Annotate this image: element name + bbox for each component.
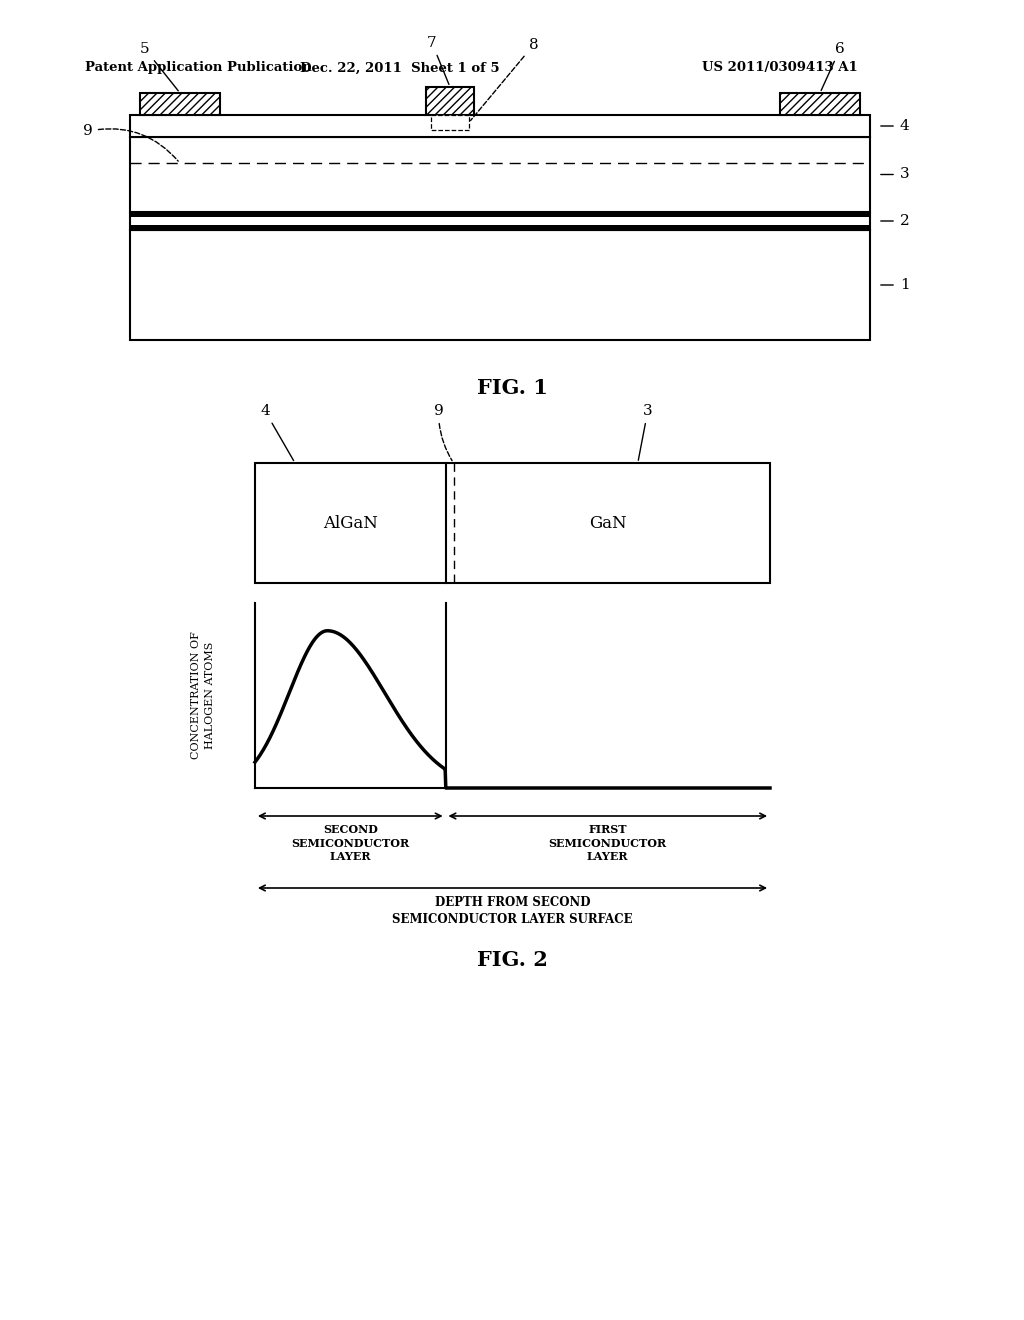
Text: FIRST
SEMICONDUCTOR
LAYER: FIRST SEMICONDUCTOR LAYER — [549, 824, 667, 862]
Bar — [130, 137, 870, 213]
Text: 3: 3 — [900, 168, 909, 181]
Text: 9: 9 — [434, 404, 452, 461]
Bar — [431, 115, 469, 131]
Text: 7: 7 — [427, 36, 449, 84]
Bar — [130, 115, 870, 137]
Bar — [780, 92, 860, 115]
Bar — [140, 92, 220, 115]
Text: DEPTH FROM SECOND
SEMICONDUCTOR LAYER SURFACE: DEPTH FROM SECOND SEMICONDUCTOR LAYER SU… — [392, 896, 633, 927]
Text: 6: 6 — [821, 42, 845, 91]
Bar — [130, 213, 870, 216]
Bar — [130, 230, 870, 341]
Text: GaN: GaN — [589, 515, 627, 532]
Bar — [130, 216, 870, 224]
Text: 2: 2 — [900, 214, 909, 228]
Text: 8: 8 — [470, 38, 539, 120]
Bar — [130, 224, 870, 230]
Bar — [130, 213, 870, 230]
Text: US 2011/0309413 A1: US 2011/0309413 A1 — [702, 62, 858, 74]
Text: CONCENTRATION OF
HALOGEN ATOMS: CONCENTRATION OF HALOGEN ATOMS — [191, 631, 215, 759]
Text: FIG. 2: FIG. 2 — [476, 950, 548, 970]
Text: Patent Application Publication: Patent Application Publication — [85, 62, 311, 74]
Text: FIG. 1: FIG. 1 — [476, 378, 548, 399]
Text: 9: 9 — [83, 124, 178, 161]
Text: 5: 5 — [140, 42, 178, 91]
Text: AlGaN: AlGaN — [323, 515, 378, 532]
Bar — [426, 87, 474, 115]
Text: 4: 4 — [260, 404, 294, 461]
Text: SECOND
SEMICONDUCTOR
LAYER: SECOND SEMICONDUCTOR LAYER — [291, 824, 410, 862]
Text: 1: 1 — [900, 279, 909, 292]
Text: 3: 3 — [638, 404, 652, 461]
Bar — [255, 463, 770, 583]
Text: 4: 4 — [900, 119, 909, 133]
Text: Dec. 22, 2011  Sheet 1 of 5: Dec. 22, 2011 Sheet 1 of 5 — [300, 62, 500, 74]
